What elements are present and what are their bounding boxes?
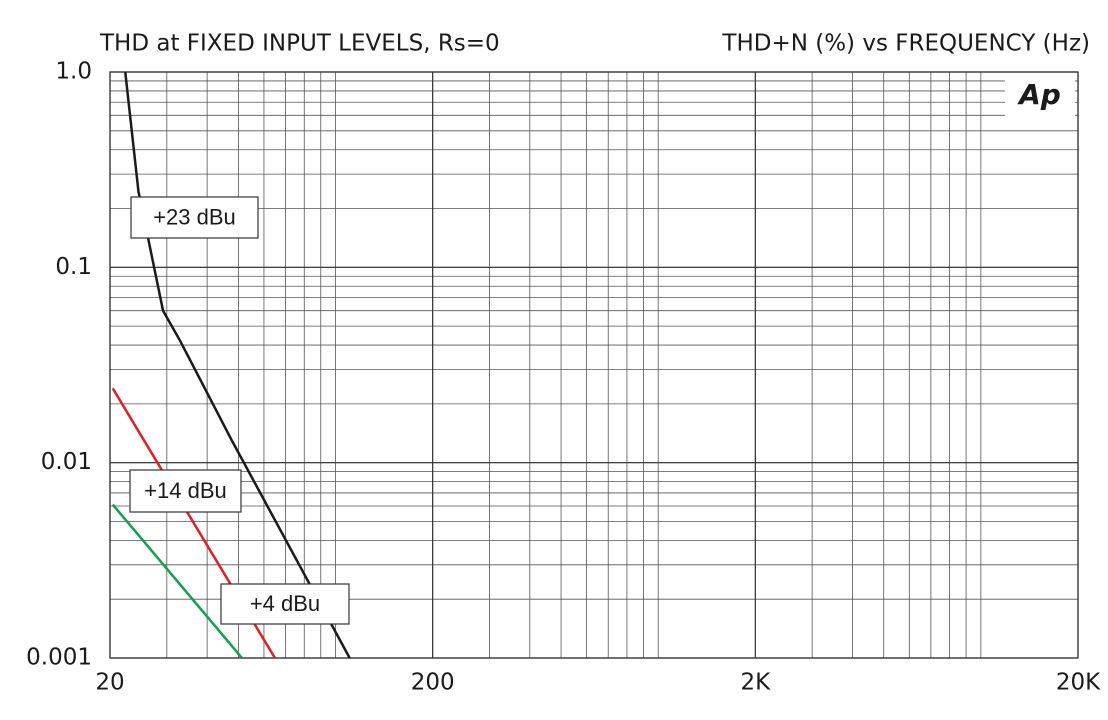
chart-title: THD at FIXED INPUT LEVELS, Rs=0 bbox=[99, 31, 500, 57]
y-tick-label: 0.001 bbox=[26, 645, 92, 671]
plot-frame bbox=[109, 71, 1079, 659]
x-tick-label: 200 bbox=[411, 670, 455, 696]
series-label: +14 dBu bbox=[144, 478, 227, 503]
series-line bbox=[111, 503, 243, 658]
y-tick-label: 0.01 bbox=[41, 449, 92, 475]
chart-subtitle: THD+N (%) vs FREQUENCY (Hz) bbox=[721, 31, 1090, 57]
x-tick-label: 2K bbox=[740, 670, 771, 696]
logo-box bbox=[1005, 74, 1075, 116]
series-label-box bbox=[130, 196, 259, 239]
y-tick-label: 1.0 bbox=[55, 59, 92, 85]
series-label: +23 dBu bbox=[153, 204, 236, 229]
series-label: +4 dBu bbox=[250, 591, 320, 616]
y-tick-label: 0.1 bbox=[55, 254, 92, 280]
x-tick-label: 20K bbox=[1056, 670, 1101, 696]
series-label-box bbox=[129, 469, 242, 513]
series-label-box bbox=[220, 583, 350, 625]
series-line bbox=[124, 71, 351, 658]
x-tick-label: 20 bbox=[95, 670, 124, 696]
logo: Ap bbox=[1017, 78, 1061, 111]
